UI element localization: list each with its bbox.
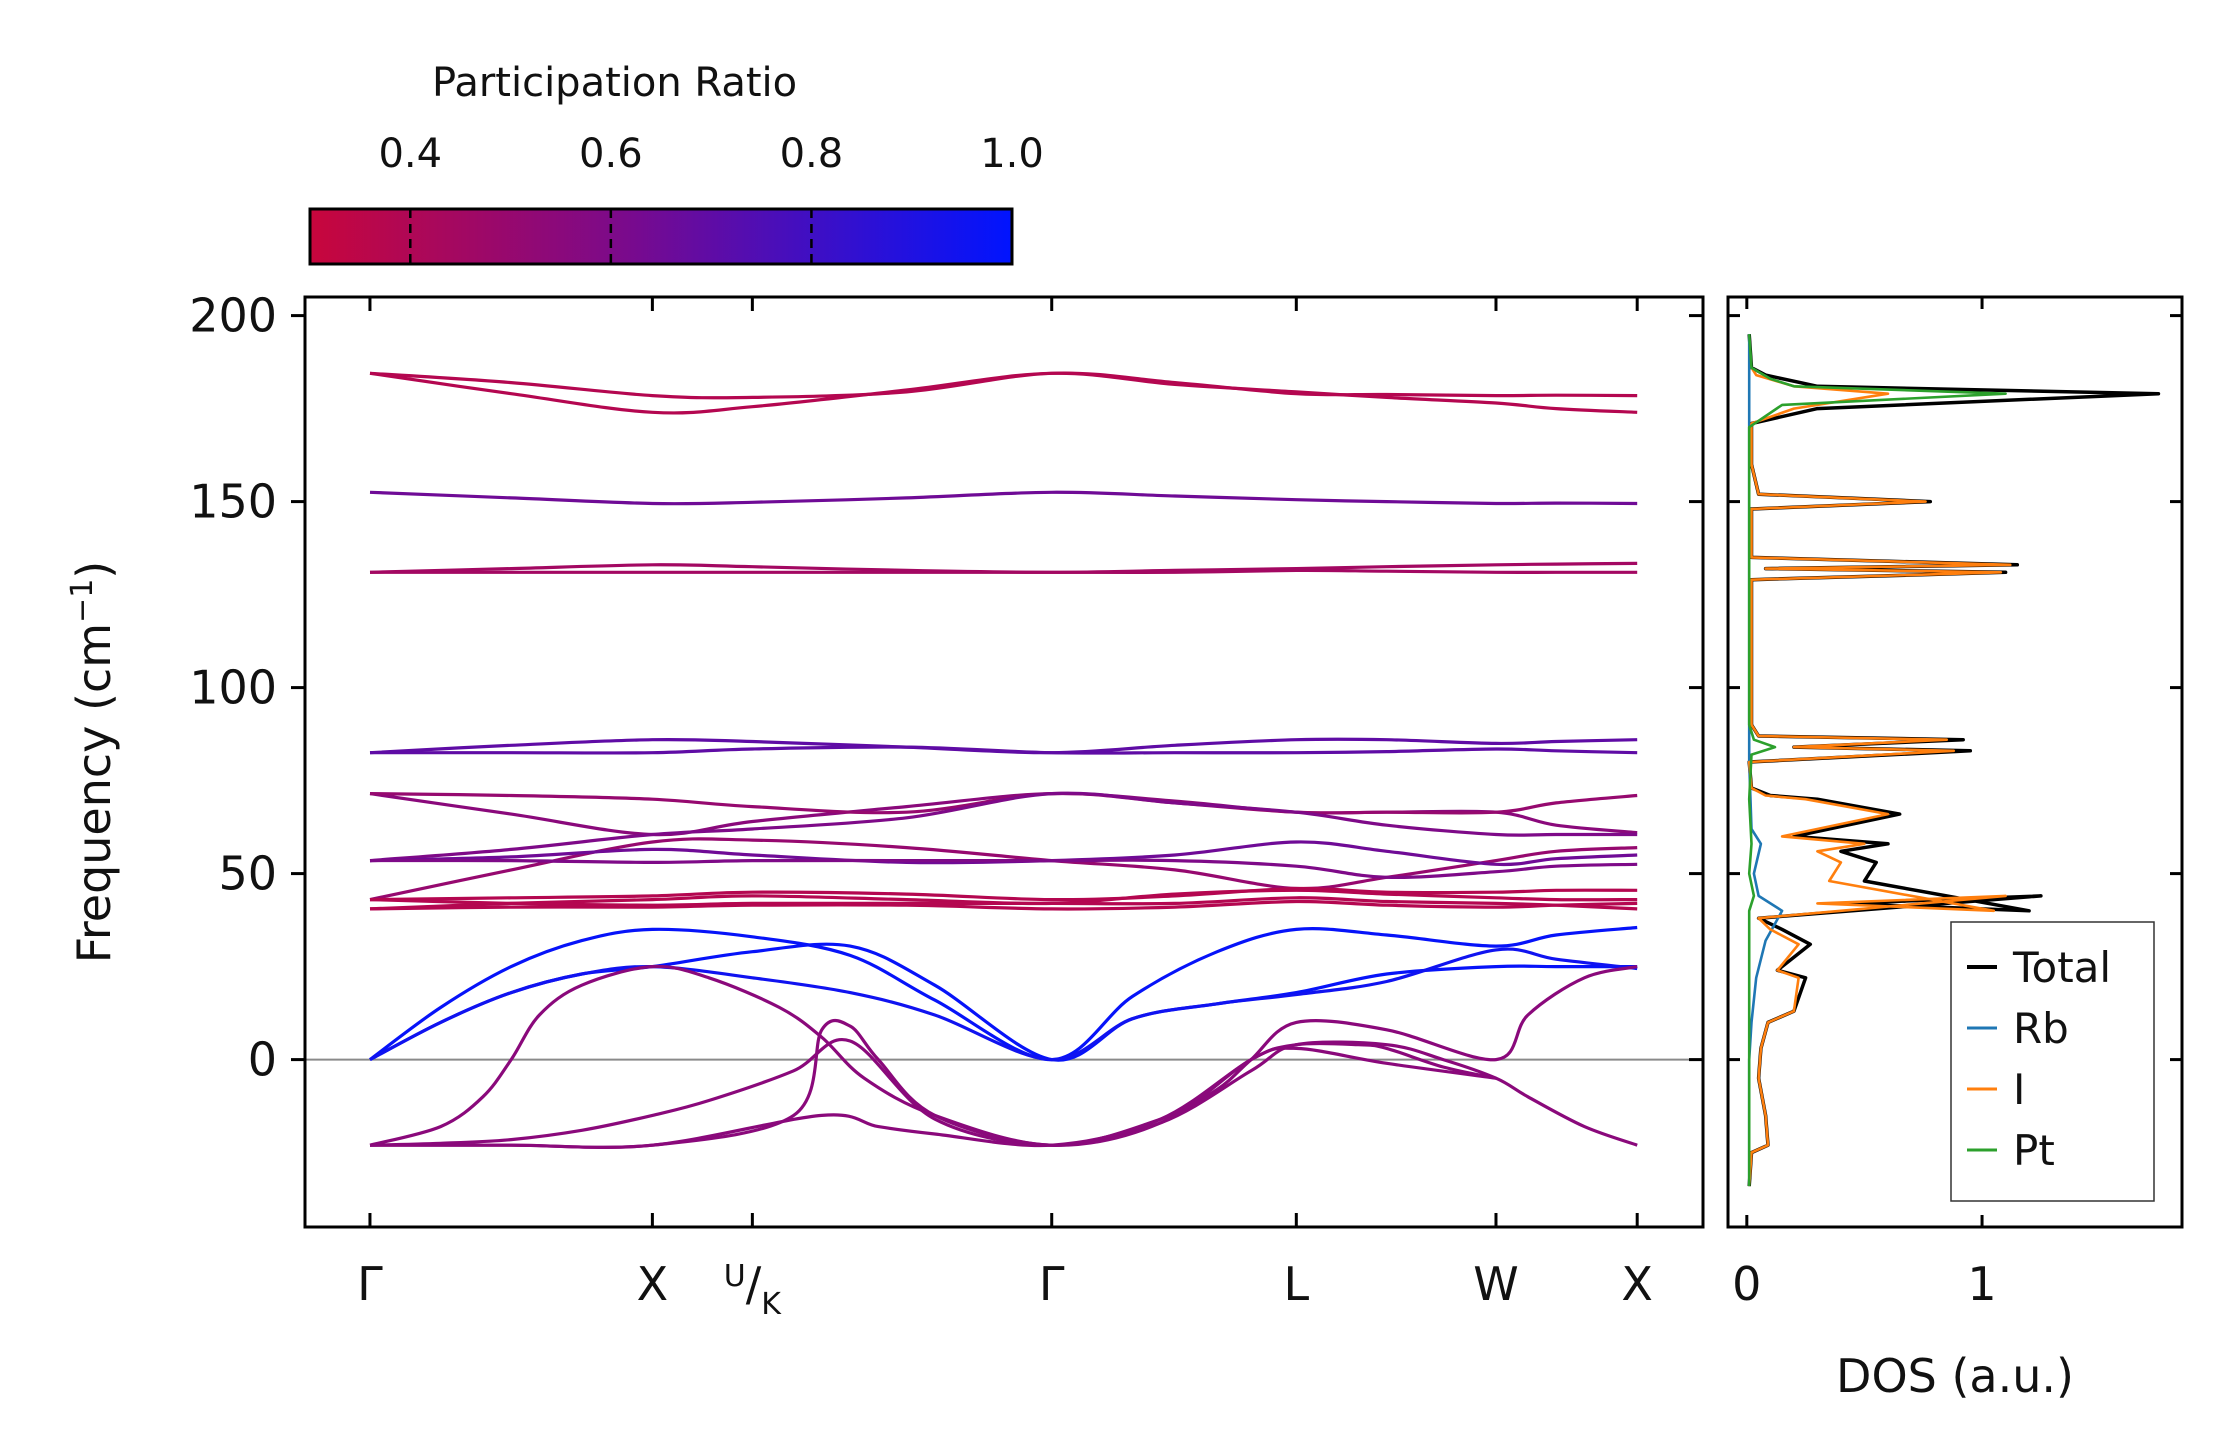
- legend-label-pt: Pt: [2013, 1126, 2055, 1175]
- band-line-16: [369, 899, 1638, 911]
- band-line-17: [369, 896, 1638, 911]
- y-tick-label: 50: [218, 847, 277, 901]
- dos-x-axis-title: DOS (a.u.): [1836, 1349, 2074, 1403]
- kpoint-label: X: [637, 1257, 669, 1311]
- y-tick-label: 0: [248, 1033, 277, 1087]
- dos-x-tick-label: 0: [1732, 1257, 1761, 1311]
- band-line-5: [370, 568, 1638, 575]
- band-panel-frame: [303, 295, 1705, 1229]
- band-line-13: [369, 858, 1638, 880]
- kpoint-label: L: [1283, 1257, 1309, 1311]
- band-line-3: [369, 490, 1638, 506]
- legend-label-total: Total: [2012, 943, 2111, 992]
- kpoint-ticks: Γ X U/K Γ L W X: [357, 297, 1653, 1322]
- colorbar-gradient: [308, 207, 1014, 266]
- band-line-11: [369, 837, 1638, 902]
- kpoint-label: U/K: [724, 1257, 782, 1322]
- dos-panel-frame: [1726, 295, 2184, 1229]
- y-axis-title: Frequency (cm−1): [65, 561, 121, 964]
- band-line-18: [369, 925, 1638, 1062]
- dos-line-pt: [1747, 334, 2007, 1187]
- band-structure-panel: 0 50 100 150 200 Γ X U/K Γ L W X Frequency (cm−1): [65, 289, 1705, 1322]
- legend-label-i: I: [2013, 1065, 2025, 1114]
- legend-label-rb: Rb: [2013, 1004, 2069, 1053]
- y-tick-label: 100: [189, 661, 277, 715]
- band-line-24: [370, 1041, 1497, 1149]
- kpoint-label: X: [1621, 1257, 1653, 1311]
- y-tick-label: 150: [189, 475, 277, 529]
- band-line-23: [370, 1018, 1497, 1149]
- dos-lines: [1747, 334, 2161, 1187]
- dos-line-i: [1747, 367, 2012, 1187]
- band-line-21: [369, 964, 1638, 1147]
- band-line-22: [369, 1037, 1638, 1147]
- dos-legend: Total Rb I Pt: [1950, 921, 2155, 1202]
- colorbar-tick-label: 0.6: [579, 131, 643, 177]
- band-line-2: [369, 371, 1638, 415]
- y-tick-label: 200: [189, 289, 277, 343]
- kpoint-label: Γ: [357, 1257, 383, 1311]
- band-line-7: [370, 745, 1638, 755]
- colorbar: Participation Ratio 0.4 0.6 0.8 1.0: [308, 60, 1044, 266]
- kpoint-label: Γ: [1039, 1257, 1065, 1311]
- dos-x-tick-label: 1: [1967, 1257, 1996, 1311]
- kpoint-label: W: [1473, 1257, 1518, 1311]
- band-line-14: [369, 886, 1638, 902]
- colorbar-tick-label: 1.0: [980, 131, 1044, 177]
- y-axis-ticks: 0 50 100 150 200: [189, 289, 1703, 1087]
- band-line-10: [369, 791, 1638, 863]
- colorbar-tick-label: 0.8: [780, 131, 844, 177]
- band-line-20: [369, 947, 1638, 1062]
- colorbar-ticks: 0.4 0.6 0.8 1.0: [378, 131, 1044, 264]
- colorbar-title: Participation Ratio: [432, 60, 797, 106]
- colorbar-tick-label: 0.4: [378, 131, 442, 177]
- band-lines: [369, 371, 1638, 1149]
